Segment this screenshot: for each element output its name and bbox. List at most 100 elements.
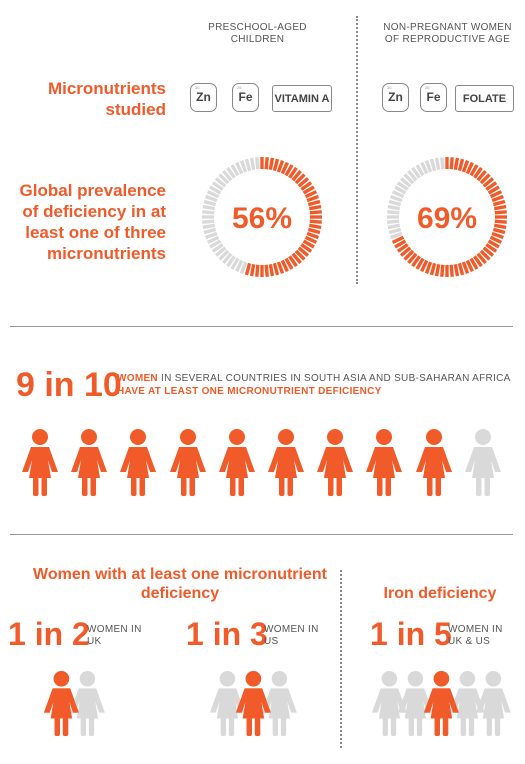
woman-figure-icon [415, 429, 452, 496]
woman-figure-icon [475, 670, 511, 736]
donut-tick [396, 243, 409, 253]
donut-tick [487, 185, 500, 195]
donut-tick [249, 263, 256, 277]
donut-tick [307, 227, 321, 235]
donut-tick [479, 249, 491, 261]
iron-number: 26 [425, 85, 430, 90]
iron-ratio: 1 in 5 [370, 616, 452, 652]
woman-figure-icon [209, 670, 245, 736]
micronutrients-label: Micronutrients studied [47, 79, 166, 119]
donut-tick [276, 261, 285, 274]
donut-tick [457, 158, 465, 172]
donut-tick [469, 257, 479, 270]
donut-tick [205, 231, 218, 240]
donut-tick [491, 194, 504, 203]
donut-tick [420, 161, 429, 175]
woman-figure-icon [120, 429, 157, 496]
donut-tick [288, 166, 298, 179]
woman-figure-icon [317, 429, 354, 496]
donut-tick [280, 161, 289, 175]
donut-tick [268, 157, 275, 171]
donut-tick [202, 210, 215, 215]
donut-tick [494, 219, 507, 224]
donut-tick [306, 231, 319, 240]
donut-tick [222, 169, 233, 182]
donut-tick [489, 190, 503, 199]
woman-figure-icon [371, 670, 407, 736]
iron-icon: 26 Fe [232, 83, 259, 112]
donut-tick [391, 190, 405, 199]
donut-segments [202, 157, 322, 277]
donut-tick [494, 210, 507, 215]
donut-tick [388, 227, 402, 235]
donut-tick [308, 204, 322, 211]
donut-tick [280, 259, 289, 273]
donut-tick [272, 262, 280, 276]
donut-tick [415, 257, 425, 270]
donut-tick [493, 223, 507, 230]
us-description: WOMEN IN US [264, 624, 319, 647]
donut-tick [424, 261, 433, 274]
donut-tick [276, 160, 285, 173]
donut-tick [485, 243, 498, 253]
donut-tick [255, 157, 260, 170]
donut-tick [387, 210, 400, 215]
deficiency-emphasis: HAVE AT LEAST ONE MICRONUTRIENT DEFICIEN… [117, 386, 382, 397]
donut-tick [203, 227, 217, 235]
woman-figure-icon [366, 429, 403, 496]
woman-figure-icon [449, 670, 485, 736]
donut-tick [307, 199, 321, 207]
donut-tick [202, 204, 216, 211]
description-text: IN SEVERAL COUNTRIES IN SOUTH ASIA AND S… [157, 373, 511, 384]
prevalence-label: Global prevalence of deficiency in at le… [19, 181, 166, 263]
woman-figure-icon [235, 670, 271, 736]
donut-tick [440, 157, 445, 170]
donut-tick [235, 161, 244, 175]
donut-tick [391, 235, 405, 244]
donut-tick [214, 246, 227, 257]
iron-description: WOMEN IN UK & US [448, 624, 503, 647]
donut-tick [429, 158, 437, 172]
donut-tick [302, 239, 315, 249]
donut-tick [415, 164, 425, 177]
donut-tick [284, 257, 294, 270]
zinc-icon: 30 Zn [190, 83, 217, 112]
iron-symbol: Fe [426, 90, 441, 104]
donut-tick [209, 185, 222, 195]
donut-tick [309, 219, 322, 224]
donut-tick [440, 264, 445, 277]
donut-tick [453, 263, 460, 277]
donut-tick [396, 181, 409, 191]
donut-tick [304, 190, 318, 199]
zinc-icon: 30 Zn [382, 83, 409, 112]
donut-tick [244, 158, 252, 172]
iron-symbol: Fe [238, 90, 253, 104]
woman-figure-icon [43, 670, 79, 736]
uk-ratio: 1 in 2 [8, 616, 90, 652]
women-emphasis: WOMEN [117, 373, 158, 384]
donut-tick [390, 194, 403, 203]
donut-tick [394, 185, 407, 195]
uk-description: WOMEN IN UK [87, 624, 142, 647]
donut-tick [493, 204, 507, 211]
donut-tick [308, 223, 322, 230]
donut-tick [388, 199, 402, 207]
woman-figure-icon [69, 670, 105, 736]
us-ratio: 1 in 3 [186, 616, 268, 652]
iron-deficiency-title: Iron deficiency [383, 585, 497, 602]
donut-tick [306, 194, 319, 203]
woman-figure-icon [261, 670, 297, 736]
children-donut: 56% [202, 157, 322, 277]
donut-tick [222, 252, 233, 265]
woman-figure-icon [71, 429, 108, 496]
donut-tick [249, 157, 256, 171]
bottom-left-title: Women with at least one micronutrient de… [33, 566, 327, 602]
donut-tick [487, 239, 500, 249]
donut-tick [226, 255, 236, 268]
donut-tick [218, 249, 230, 261]
column-divider [356, 16, 358, 284]
donut-tick [492, 227, 506, 235]
woman-figure-icon [268, 429, 304, 496]
folate-box: FOLATE [455, 85, 514, 112]
donut-tick [284, 164, 294, 177]
